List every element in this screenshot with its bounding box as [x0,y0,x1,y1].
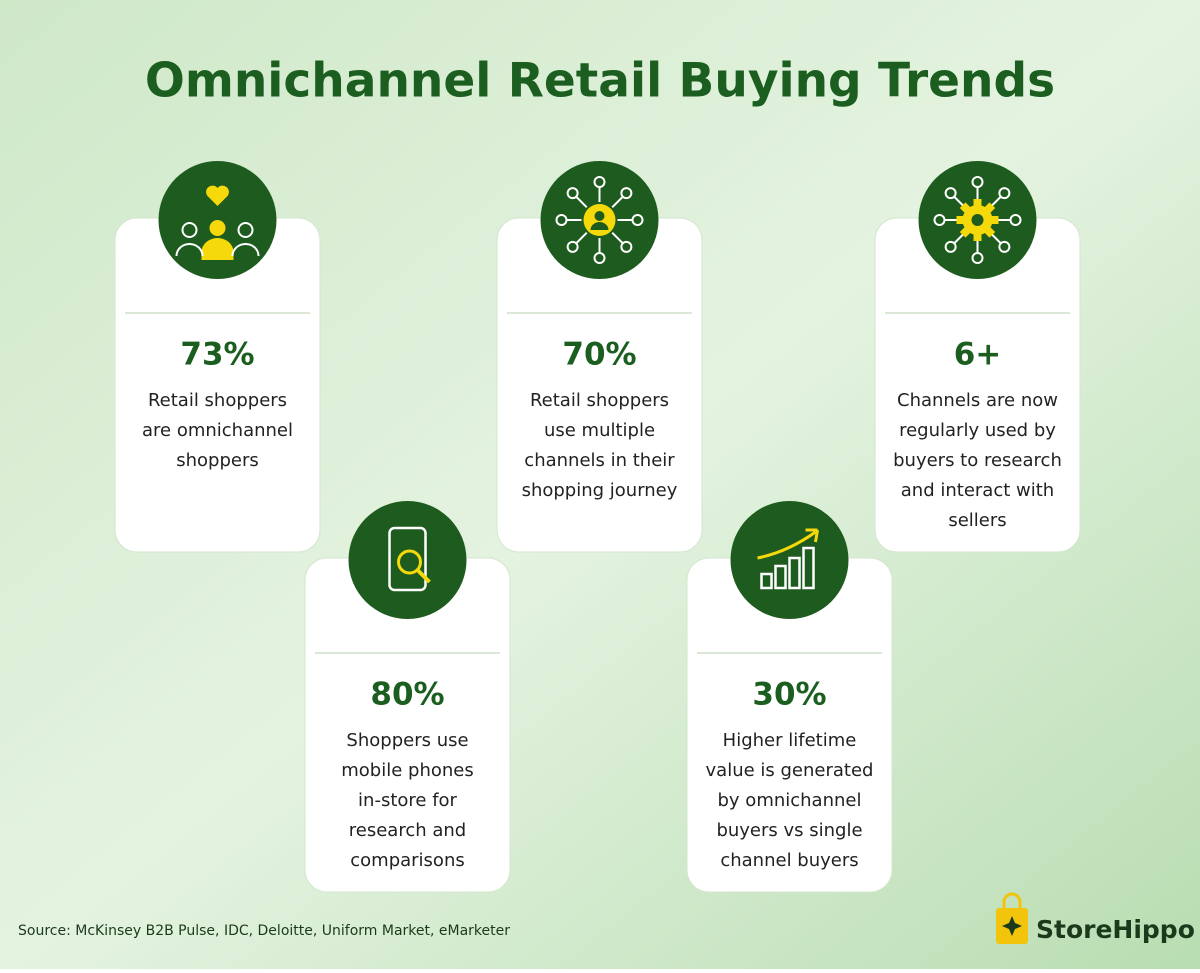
icon [201,238,234,260]
description-line: mobile phones [341,760,473,781]
description-line: are omnichannel [142,420,293,441]
icon [760,572,773,590]
icon [971,252,984,264]
icon [757,530,817,560]
brand: StoreHippo [1036,915,1195,944]
description-line: shopping journey [522,480,678,501]
card: 80% Shoppers use mobile phones in-store for… [304,501,511,893]
description-line: by omnichannel [718,790,862,811]
stat: 73% [180,337,254,373]
icon [944,240,957,253]
description-line: and interact with [901,480,1054,501]
description-line: use multiple [544,420,655,441]
description-line: Shoppers use [346,730,468,751]
icon [631,214,644,226]
description-line: sellers [948,510,1006,531]
description-line: research and [349,820,466,841]
icon [566,240,579,253]
card: 6+ Channels are now regularly used by buyer… [874,161,1081,553]
icon [555,214,568,226]
card: 70% Retail shoppers use multiple channels i… [496,161,703,553]
icon [998,187,1011,200]
card: 30% Higher lifetime value is generated by o… [686,501,893,893]
description-line: Channels are now [897,390,1058,411]
stat: 30% [752,677,826,713]
description-line: channel buyers [720,850,858,871]
icon [209,220,226,236]
title: Omnichannel Retail Buying Trends [145,54,1055,109]
description-line: Retail shoppers [530,390,669,411]
icon [590,222,609,230]
source: Source: McKinsey B2B Pulse, IDC, Deloitt… [18,923,510,939]
icon [237,222,254,238]
icon [231,243,260,257]
icon [971,214,984,226]
icon [933,214,946,226]
icon [206,185,229,206]
icon [973,199,982,207]
description-line: buyers to research [893,450,1062,471]
icon [593,176,606,188]
icon [397,549,422,575]
icon [788,556,801,590]
icon [998,240,1011,253]
stat: 70% [562,337,636,373]
icon [620,240,633,253]
description-line: in-store for [358,790,458,811]
description-line: channels in their [524,450,675,471]
description-line: comparisons [350,850,464,871]
icon [971,176,984,188]
icon [805,528,819,543]
icon [990,216,999,224]
card: 73% Retail shoppers are omnichannel shopper… [114,161,321,553]
icon [956,216,965,224]
icon [1009,214,1022,226]
icon-circle [348,501,467,619]
icon [181,222,198,238]
brand-logo [996,892,1028,944]
description-line: shoppers [176,450,259,471]
icon [594,211,605,221]
icon [566,187,579,200]
description-line: value is generated [706,760,874,781]
icon [388,526,427,592]
icon [593,252,606,264]
icon [973,233,982,241]
icon [944,187,957,200]
stat: 6+ [954,337,1002,373]
icon [175,243,204,257]
icon [620,187,633,200]
icon [416,568,431,584]
icon [802,546,815,590]
cards: 73% Retail shoppers are omnichannel shopper… [114,161,1081,893]
stat: 80% [370,677,444,713]
icon [774,564,787,590]
description-line: Retail shoppers [148,390,287,411]
description-line: regularly used by [899,420,1056,441]
description-line: buyers vs single [716,820,862,841]
description-line: Higher lifetime [723,730,857,751]
